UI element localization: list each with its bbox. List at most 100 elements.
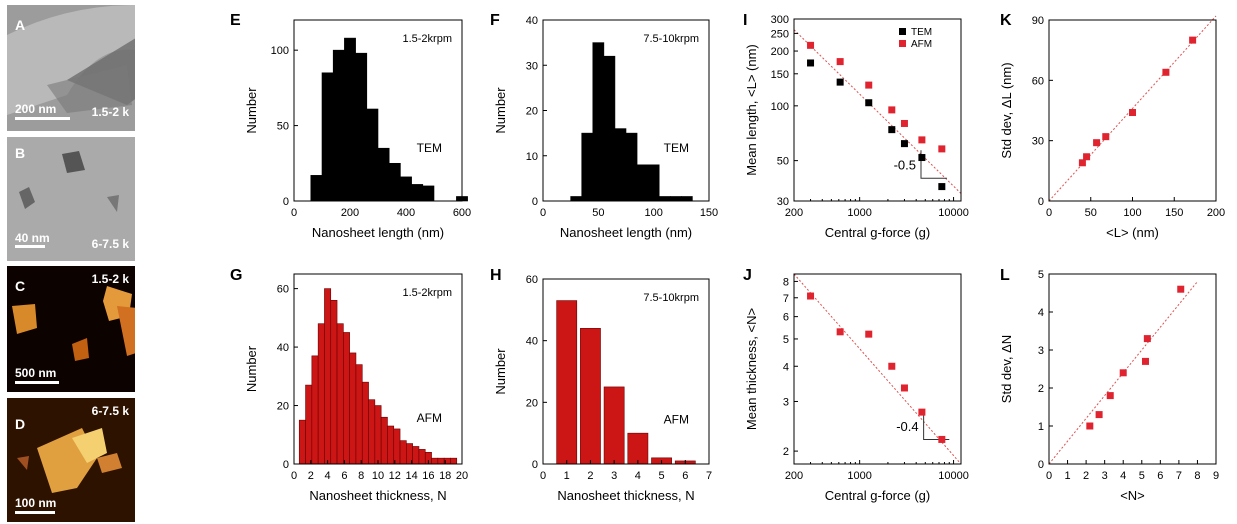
x-tick-label-g: 18: [439, 470, 451, 482]
x-tick-label-i: 10000: [938, 207, 969, 219]
x-tick-label-f: 0: [540, 207, 546, 219]
panel-letter-h: H: [490, 267, 502, 284]
x-tick-label-g: 2: [308, 470, 314, 482]
y-axis-label-e: Number: [244, 87, 259, 134]
y-tick-label-l: 4: [1038, 307, 1044, 319]
y-tick-label-f: 30: [526, 60, 538, 72]
bar-h: [580, 328, 601, 465]
point-l-0: [1095, 411, 1103, 419]
point-i-0: [938, 183, 946, 191]
x-tick-label-k: 200: [1207, 207, 1225, 219]
y-tick-label-k: 90: [1032, 15, 1044, 27]
bar-g: [380, 416, 388, 465]
fit-line-k: [1048, 15, 1217, 202]
annotation-g: 1.5-2krpm: [402, 287, 452, 299]
method-label-g: AFM: [417, 411, 442, 425]
bar-g: [437, 457, 445, 465]
bar-g: [355, 364, 363, 465]
x-tick-label-l: 6: [1157, 470, 1163, 482]
y-tick-label-j: 4: [783, 361, 789, 373]
point-i-0: [865, 99, 873, 107]
x-tick-label-l: 9: [1213, 470, 1219, 482]
micrograph-c-label: 1.5-2 k: [91, 272, 129, 286]
point-i-0: [918, 154, 926, 162]
point-i-1: [865, 81, 873, 89]
bar-g: [305, 384, 313, 465]
fit-line-j: [793, 273, 962, 465]
micrograph-c: C 1.5-2 k 500 nm: [7, 266, 135, 392]
micrograph-b-scale: 40 nm: [15, 231, 50, 245]
bar-g: [431, 457, 439, 465]
bar-e: [388, 162, 401, 202]
x-tick-label-l: 4: [1120, 470, 1126, 482]
x-tick-label-k: 50: [1085, 207, 1097, 219]
bar-e: [310, 175, 323, 202]
y-tick-label-j: 3: [783, 396, 789, 408]
point-l-0: [1141, 357, 1149, 365]
x-tick-label-e: 400: [397, 207, 415, 219]
micrograph-d: D 6-7.5 k 100 nm: [7, 398, 135, 522]
bar-e: [366, 108, 379, 202]
y-axis-label-h: Number: [493, 348, 508, 395]
bar-f: [614, 128, 627, 202]
y-tick-label-g: 40: [277, 342, 289, 354]
x-tick-label-l: 8: [1194, 470, 1200, 482]
y-axis-label-l: Std dev, ΔN: [999, 335, 1014, 403]
point-i-1: [836, 58, 844, 66]
y-tick-label-j: 8: [783, 276, 789, 288]
plot-frame-e: [293, 19, 463, 202]
x-tick-label-h: 7: [706, 470, 712, 482]
x-tick-label-l: 0: [1046, 470, 1052, 482]
bar-g: [311, 355, 319, 465]
legend-marker-i: [899, 40, 906, 47]
point-k-0: [1093, 139, 1101, 147]
point-i-1: [918, 136, 926, 144]
bar-f: [570, 196, 583, 202]
y-tick-label-f: 20: [526, 106, 538, 118]
x-axis-label-f: Nanosheet length (nm): [560, 225, 692, 240]
x-axis-label-k: <L> (nm): [1106, 225, 1159, 240]
point-k-0: [1102, 133, 1110, 141]
bar-e: [422, 185, 435, 202]
point-i-1: [938, 145, 946, 153]
legend-marker-i: [899, 28, 906, 35]
x-axis-label-j: Central g-force (g): [825, 488, 930, 503]
y-tick-label-j: 2: [783, 446, 789, 458]
micrograph-b-art: [7, 137, 135, 261]
micrograph-a-label: 1.5-2 k: [91, 105, 129, 119]
x-tick-label-g: 20: [456, 470, 468, 482]
bar-g: [368, 399, 376, 465]
y-tick-label-h: 0: [532, 459, 538, 471]
bar-e: [332, 49, 345, 202]
y-tick-label-l: 0: [1038, 459, 1044, 471]
point-k-0: [1083, 153, 1091, 161]
point-i-0: [888, 126, 896, 134]
x-tick-label-k: 100: [1123, 207, 1141, 219]
panel-letter-k: K: [1000, 12, 1012, 29]
panel-letter-j: J: [743, 267, 752, 284]
slope-label-i: -0.5: [894, 157, 916, 172]
x-tick-label-e: 200: [341, 207, 359, 219]
point-l-0: [1143, 335, 1151, 343]
y-tick-label-i: 300: [771, 14, 789, 26]
plot-frame-h: [542, 278, 710, 465]
bar-g: [418, 449, 426, 465]
point-j-0: [900, 384, 908, 392]
point-k-0: [1189, 36, 1197, 44]
y-tick-label-k: 0: [1038, 196, 1044, 208]
bar-f: [625, 132, 638, 202]
y-tick-label-f: 0: [532, 196, 538, 208]
micrograph-b-letter: B: [15, 145, 26, 161]
y-tick-label-h: 60: [526, 274, 538, 286]
y-tick-label-g: 0: [283, 459, 289, 471]
point-l-0: [1086, 422, 1094, 430]
point-k-0: [1129, 109, 1136, 117]
bar-h: [556, 300, 578, 465]
x-tick-label-e: 600: [453, 207, 471, 219]
x-tick-label-g: 4: [325, 470, 331, 482]
x-tick-label-g: 6: [341, 470, 347, 482]
x-tick-label-l: 2: [1083, 470, 1089, 482]
x-tick-label-i: 200: [785, 207, 803, 219]
y-tick-label-i: 200: [771, 46, 789, 58]
